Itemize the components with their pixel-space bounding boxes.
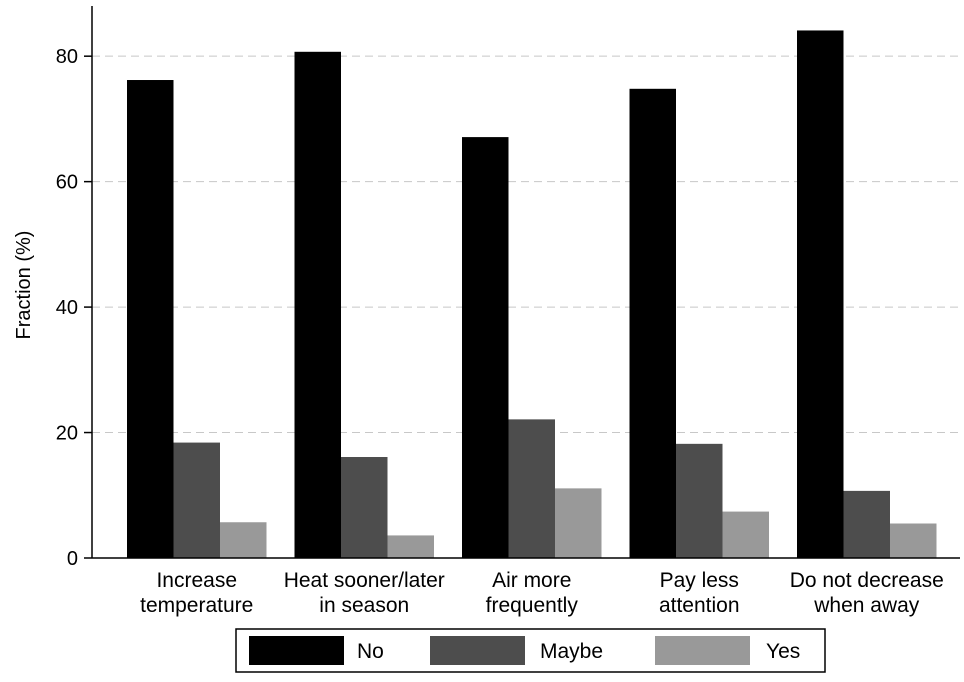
category-label: Do not decrease [790, 569, 944, 592]
y-tick-label: 20 [56, 423, 78, 445]
legend-swatch-maybe [430, 636, 525, 665]
legend-label-no: No [357, 640, 384, 663]
category-label: Air more [492, 569, 571, 592]
legend: No Maybe Yes [235, 628, 826, 673]
category-label: when away [813, 594, 920, 617]
y-tick-label: 40 [56, 297, 78, 319]
bar-no-4 [629, 88, 676, 559]
category-label: Heat sooner/later [284, 569, 445, 592]
bar-no-2 [294, 51, 341, 559]
y-axis-title: Fraction (%) [13, 231, 35, 340]
category-label: Increase [156, 569, 237, 592]
bar-no-1 [127, 80, 174, 558]
bar-maybe-2 [341, 457, 388, 558]
category-label: in season [319, 594, 409, 617]
legend-swatch-no [249, 636, 344, 665]
y-tick-label: 60 [56, 172, 78, 194]
bar-yes-3 [555, 488, 602, 558]
category-label: frequently [486, 594, 579, 617]
bar-no-3 [462, 137, 509, 558]
bar-yes-1 [220, 522, 267, 558]
legend-swatch-yes [655, 636, 750, 665]
axes [84, 6, 960, 559]
y-tick-label: 80 [56, 46, 78, 68]
legend-label-maybe: Maybe [540, 640, 603, 663]
bar-maybe-4 [676, 443, 723, 558]
bar-yes-4 [722, 511, 769, 558]
y-tick-labels: 0 20 40 60 80 [56, 46, 78, 570]
category-label: attention [659, 594, 740, 617]
bar-maybe-5 [843, 490, 890, 558]
bar-maybe-1 [173, 442, 220, 558]
category-label: temperature [140, 594, 253, 617]
bar-no-5 [797, 30, 844, 559]
bar-yes-5 [890, 523, 937, 558]
bars [127, 30, 937, 559]
legend-label-yes: Yes [766, 640, 800, 663]
y-tick-label: 0 [67, 548, 78, 570]
bar-yes-2 [387, 535, 434, 558]
category-label: Pay less [660, 569, 739, 592]
bar-maybe-3 [508, 419, 555, 558]
